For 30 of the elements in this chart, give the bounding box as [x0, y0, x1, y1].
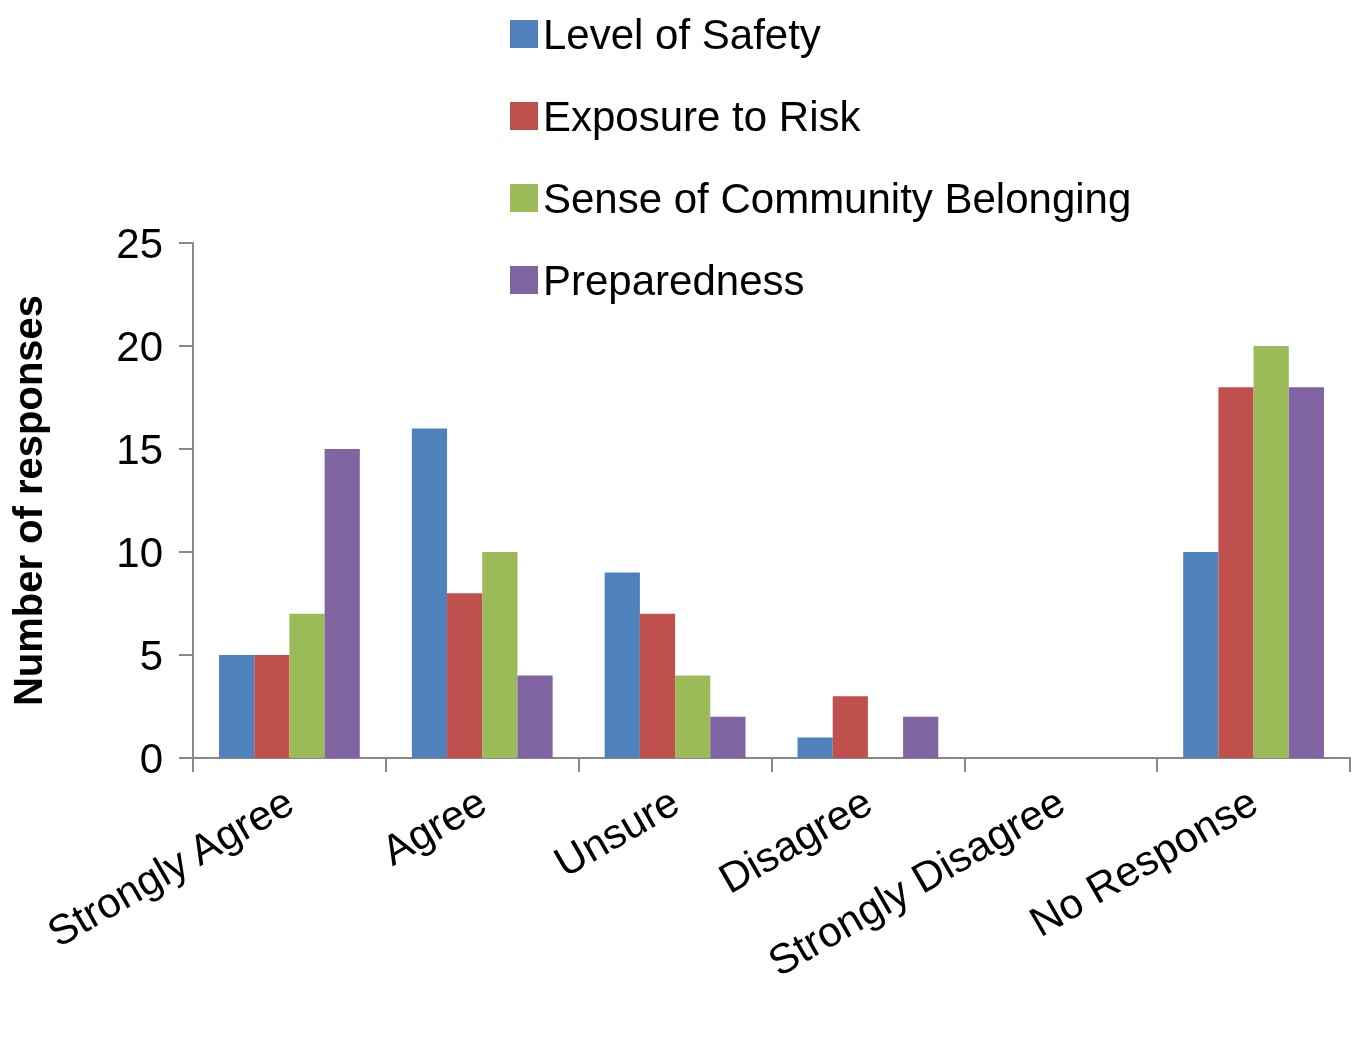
legend-label: Exposure to Risk: [543, 92, 862, 140]
y-tick-label: 20: [116, 322, 163, 370]
bar: [1253, 346, 1289, 758]
bar: [1183, 552, 1219, 758]
y-tick-label: 5: [139, 631, 163, 679]
y-tick-label: 0: [139, 734, 163, 782]
bar: [903, 716, 939, 758]
bar: [482, 552, 518, 758]
bar: [639, 613, 676, 758]
bar: [1218, 387, 1254, 758]
bar: [604, 572, 640, 758]
y-tick-label: 10: [116, 528, 163, 576]
bar: [832, 696, 868, 758]
y-axis-title: Number of responses: [6, 294, 50, 707]
bar: [797, 737, 833, 758]
legend-label: Preparedness: [543, 256, 805, 304]
bar: [675, 675, 711, 758]
y-tick-label: 25: [116, 219, 163, 267]
bar: [411, 428, 448, 758]
bar: [289, 613, 325, 758]
bar: [1288, 387, 1324, 758]
bar: [324, 449, 360, 758]
y-tick-label: 15: [116, 425, 163, 473]
bar: [219, 655, 255, 758]
bar: [254, 655, 290, 758]
legend-label: Sense of Community Belonging: [543, 174, 1132, 222]
bar: [710, 716, 746, 758]
bar: [517, 675, 553, 758]
bar: [447, 593, 483, 758]
legend-label: Level of Safety: [543, 10, 821, 58]
